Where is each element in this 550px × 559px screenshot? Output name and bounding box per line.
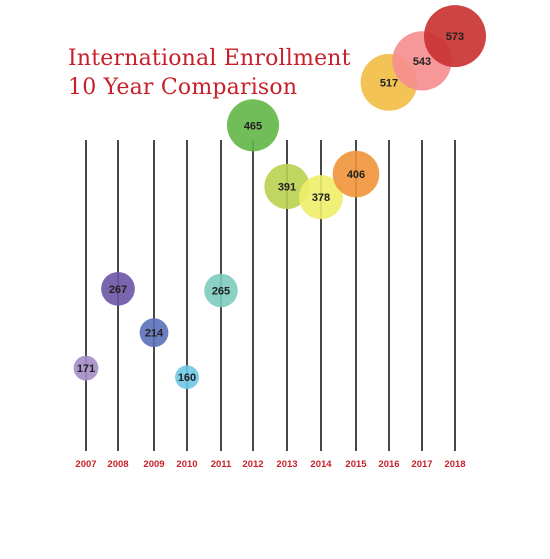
value-label-2013: 391 <box>278 181 296 193</box>
year-label-2012: 2012 <box>242 459 263 470</box>
value-label-2017: 543 <box>413 56 431 68</box>
value-labels: 171 267 214 160 265 465 391 378 406 517 543 573 <box>77 31 464 384</box>
value-label-2014: 378 <box>312 192 330 204</box>
bubble-2012 <box>226 99 280 152</box>
year-label-2008: 2008 <box>107 459 128 470</box>
chart-title: International Enrollment 10 Year Compari… <box>68 44 351 102</box>
year-lines <box>85 140 456 451</box>
year-label-2007: 2007 <box>75 459 96 470</box>
bubble-2009 <box>139 318 169 348</box>
bubbles <box>73 5 487 390</box>
year-label-2011: 2011 <box>211 459 232 470</box>
value-label-2011: 265 <box>212 286 230 298</box>
bubble-2014 <box>298 175 344 220</box>
year-label-2014: 2014 <box>310 459 332 470</box>
bubble-2018 <box>423 5 487 68</box>
value-label-2009: 214 <box>145 328 164 340</box>
value-label-2018: 573 <box>446 31 464 43</box>
value-label-2007: 171 <box>77 363 95 375</box>
bubble-2007 <box>73 355 99 381</box>
value-label-2008: 267 <box>109 284 127 296</box>
value-label-2010: 160 <box>178 372 196 384</box>
chart-title-line2: 10 Year Comparison <box>68 75 298 100</box>
bubble-2015 <box>332 150 380 198</box>
chart-title-line1: International Enrollment <box>68 46 351 71</box>
value-label-2012: 465 <box>244 120 262 132</box>
year-label-2016: 2016 <box>378 459 399 470</box>
bubble-2011 <box>204 273 238 308</box>
bubble-2013 <box>264 163 310 210</box>
bubble-2010 <box>175 365 199 390</box>
year-labels: 2007 2008 2009 2010 2011 2012 2013 2014 2015 2016… <box>75 459 465 470</box>
year-label-2009: 2009 <box>143 459 164 470</box>
value-label-2016: 517 <box>380 77 398 89</box>
year-label-2015: 2015 <box>345 459 367 470</box>
year-label-2018: 2018 <box>444 459 465 470</box>
year-label-2013: 2013 <box>276 459 297 470</box>
year-label-2010: 2010 <box>176 459 197 470</box>
value-label-2015: 406 <box>347 169 365 181</box>
bubble-2008 <box>101 271 135 306</box>
year-label-2017: 2017 <box>411 459 432 470</box>
